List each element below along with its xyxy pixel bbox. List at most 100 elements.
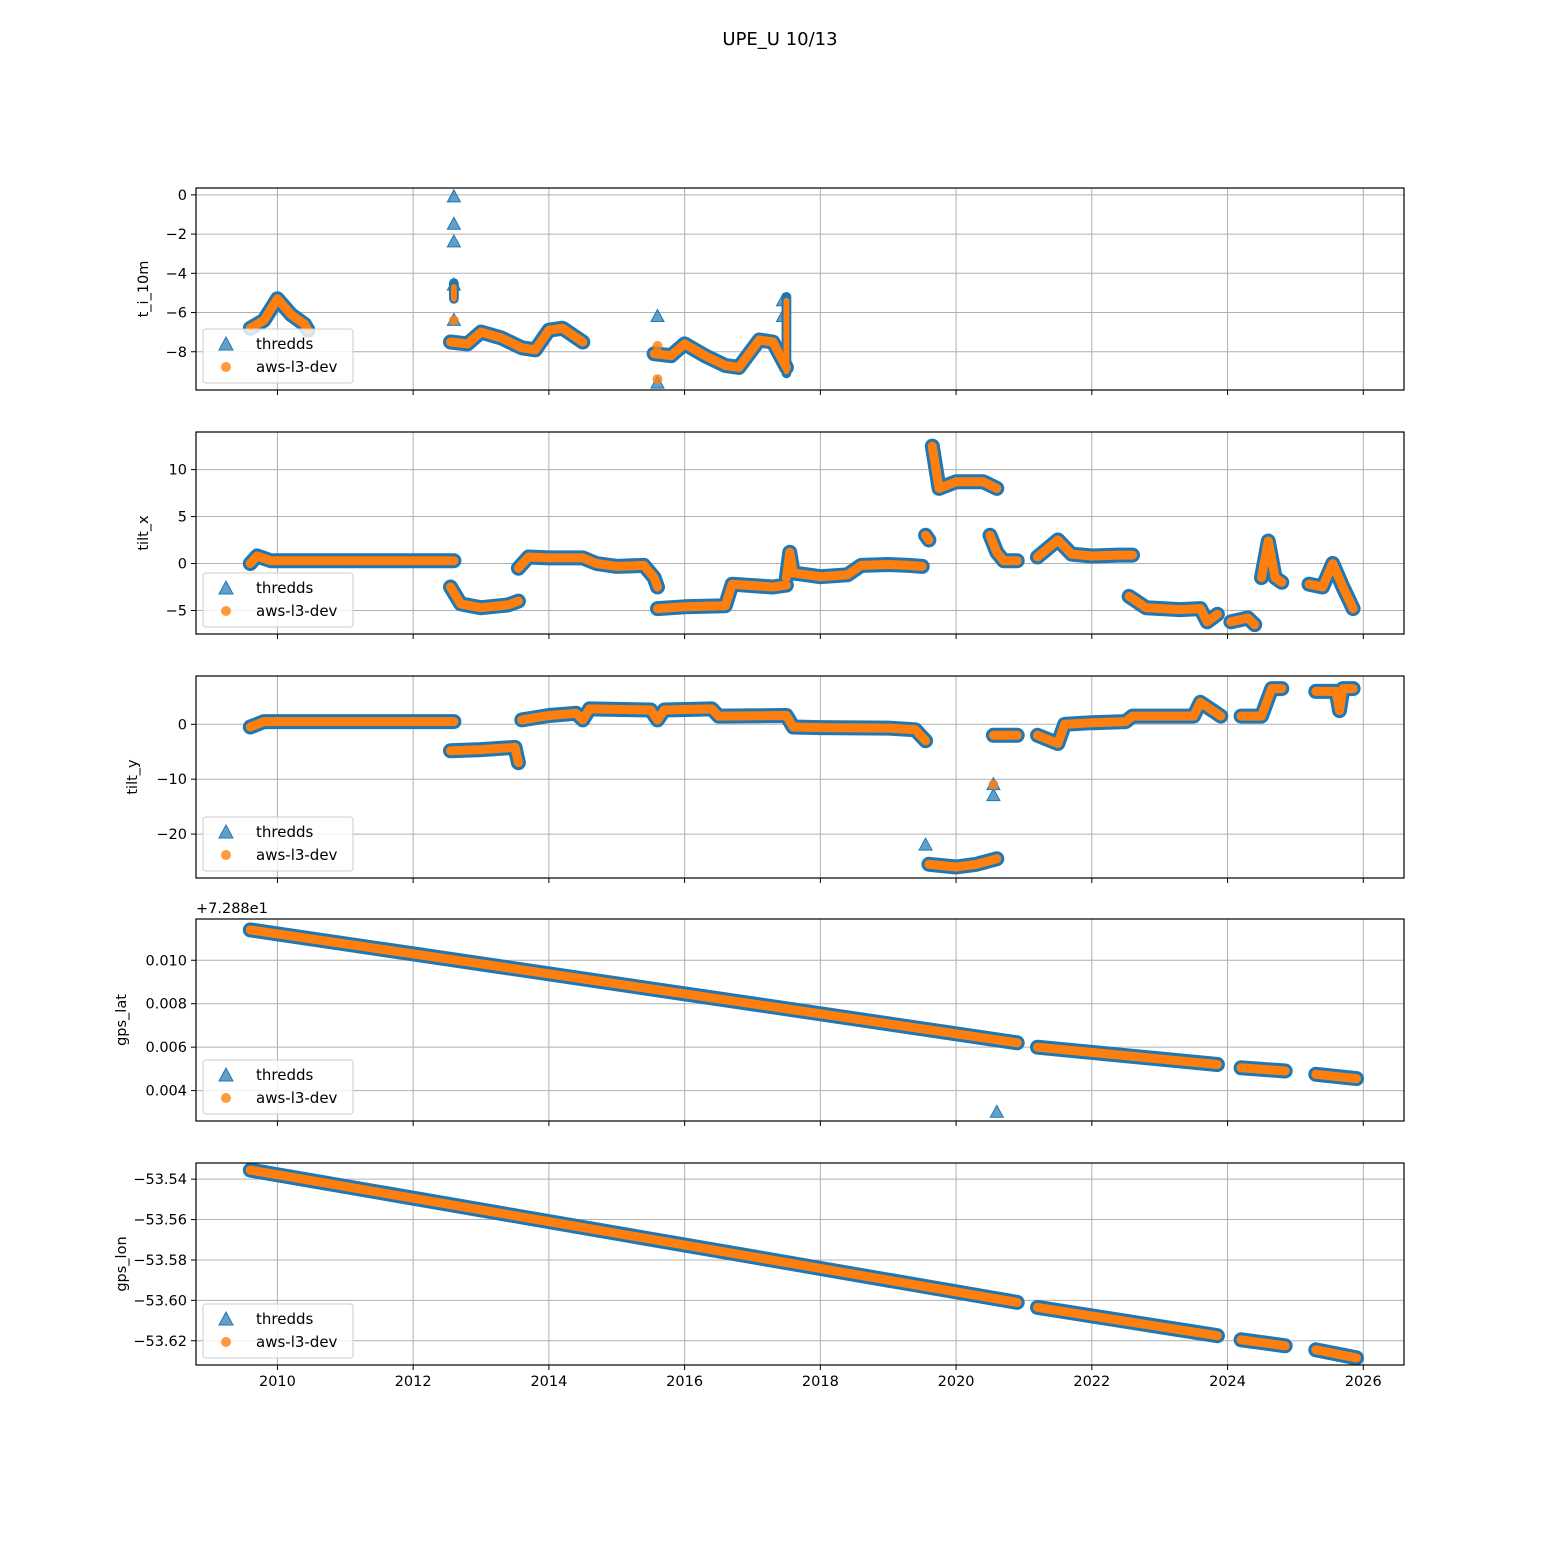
y-tick-label: −53.58 bbox=[133, 1253, 187, 1269]
y-tick-label: −53.56 bbox=[133, 1213, 187, 1229]
data-trace bbox=[924, 854, 1002, 872]
legend-marker-circle bbox=[221, 362, 231, 372]
y-tick-label: 0.004 bbox=[145, 1084, 187, 1100]
series-aws-l3-dev bbox=[245, 925, 1361, 1084]
data-trace bbox=[921, 530, 934, 545]
data-trace bbox=[245, 925, 1022, 1048]
legend-marker-circle bbox=[221, 606, 231, 616]
data-point bbox=[650, 308, 665, 322]
y-tick-label: −53.62 bbox=[133, 1334, 187, 1350]
plot-area bbox=[242, 681, 1361, 875]
legend-box bbox=[202, 328, 354, 384]
x-tick-label: 2020 bbox=[938, 1374, 975, 1390]
subplot-gps-lon: 2010 2012 2014 2016 2018 2020 2022 2024 2026 −53.… bbox=[114, 1162, 1405, 1390]
y-tick-label: 5 bbox=[178, 510, 187, 526]
legend-marker-triangle bbox=[218, 335, 234, 351]
legend-label: thredds bbox=[256, 1066, 313, 1084]
data-trace bbox=[446, 323, 588, 355]
legend: thredds aws-l3-dev bbox=[202, 816, 354, 872]
data-trace bbox=[1033, 1302, 1222, 1341]
legend-marker-triangle bbox=[218, 1066, 234, 1082]
data-trace bbox=[649, 335, 791, 372]
y-axis-label: tilt_y bbox=[125, 759, 141, 795]
data-trace bbox=[653, 579, 791, 614]
data-trace bbox=[1124, 591, 1222, 627]
axes-frame bbox=[195, 431, 1405, 635]
legend: thredds aws-l3-dev bbox=[202, 1059, 354, 1115]
data-trace bbox=[1033, 1042, 1222, 1069]
data-trace bbox=[517, 704, 931, 746]
legend-label: aws-l3-dev bbox=[256, 1089, 338, 1107]
legend-marker-triangle bbox=[218, 579, 234, 595]
legend-label: aws-l3-dev bbox=[256, 602, 338, 620]
series-aws-l3-dev bbox=[245, 684, 1358, 872]
y-axis-label: gps_lon bbox=[114, 1236, 130, 1291]
data-trace bbox=[245, 1165, 1022, 1307]
data-point bbox=[448, 315, 459, 326]
y-tick-label: −10 bbox=[156, 772, 187, 788]
y-tick-label: −2 bbox=[166, 227, 187, 243]
y-tick-label: −5 bbox=[166, 604, 187, 620]
legend-label: thredds bbox=[256, 579, 313, 597]
figure-title: UPE_U 10/13 bbox=[722, 29, 837, 50]
plot-area bbox=[242, 438, 1361, 633]
legend-marker-circle bbox=[221, 1093, 231, 1103]
data-trace bbox=[245, 717, 459, 732]
data-trace bbox=[1257, 536, 1287, 587]
x-tick-label: 2018 bbox=[802, 1374, 839, 1390]
data-point bbox=[652, 374, 663, 385]
data-trace bbox=[245, 294, 313, 335]
legend-box bbox=[202, 1303, 354, 1359]
axis-offset-text: +7.288e1 bbox=[196, 901, 268, 917]
x-tick-label: 2022 bbox=[1073, 1374, 1110, 1390]
data-point bbox=[988, 779, 999, 790]
data-trace bbox=[1236, 1063, 1290, 1076]
legend-marker-circle bbox=[221, 850, 231, 860]
data-trace bbox=[245, 551, 459, 568]
data-trace bbox=[985, 530, 1022, 566]
plot-area bbox=[242, 1163, 1364, 1365]
data-trace bbox=[1311, 1345, 1361, 1363]
legend-marker-circle bbox=[221, 1337, 231, 1347]
legend-label: thredds bbox=[256, 823, 313, 841]
data-trace bbox=[1033, 535, 1137, 562]
legend: thredds aws-l3-dev bbox=[202, 328, 354, 384]
series-aws-l3-dev bbox=[245, 441, 1358, 630]
data-point bbox=[446, 216, 462, 230]
plot-area bbox=[242, 188, 794, 389]
legend-label: thredds bbox=[256, 335, 313, 353]
y-tick-label: 0 bbox=[178, 717, 187, 733]
data-point bbox=[652, 340, 663, 351]
y-tick-label: −20 bbox=[156, 827, 187, 843]
legend-box bbox=[202, 1059, 354, 1115]
x-tick-label: 2024 bbox=[1209, 1374, 1246, 1390]
data-trace bbox=[1304, 559, 1358, 614]
data-trace bbox=[513, 552, 662, 592]
y-tick-label: 0.008 bbox=[145, 997, 187, 1013]
data-trace bbox=[1311, 684, 1358, 716]
x-tick-label: 2014 bbox=[530, 1374, 567, 1390]
legend-box bbox=[202, 572, 354, 628]
y-axis-label: gps_lat bbox=[114, 994, 130, 1046]
y-tick-label: 0.006 bbox=[145, 1040, 187, 1056]
data-trace bbox=[1311, 1069, 1361, 1084]
data-trace bbox=[1033, 697, 1226, 748]
series-thredds bbox=[242, 438, 1361, 633]
x-tick-label: 2026 bbox=[1345, 1374, 1382, 1390]
data-trace bbox=[927, 441, 1002, 493]
x-tick-label: 2016 bbox=[666, 1374, 703, 1390]
subplot-gps-lat: 0.010 0.008 0.006 0.004 gps_lat +7.288e1 thred… bbox=[114, 901, 1405, 1126]
x-tick-label: 2012 bbox=[395, 1374, 432, 1390]
axes-frame bbox=[195, 1162, 1405, 1366]
y-axis-label: tilt_x bbox=[136, 515, 152, 551]
data-trace bbox=[781, 547, 927, 583]
y-tick-label: −53.54 bbox=[133, 1172, 187, 1188]
y-tick-label: −6 bbox=[166, 306, 187, 322]
legend-label: aws-l3-dev bbox=[256, 846, 338, 864]
legend-label: aws-l3-dev bbox=[256, 1333, 338, 1351]
y-tick-label: 0 bbox=[178, 557, 187, 573]
data-point bbox=[446, 188, 462, 203]
legend-marker-triangle bbox=[218, 823, 234, 839]
